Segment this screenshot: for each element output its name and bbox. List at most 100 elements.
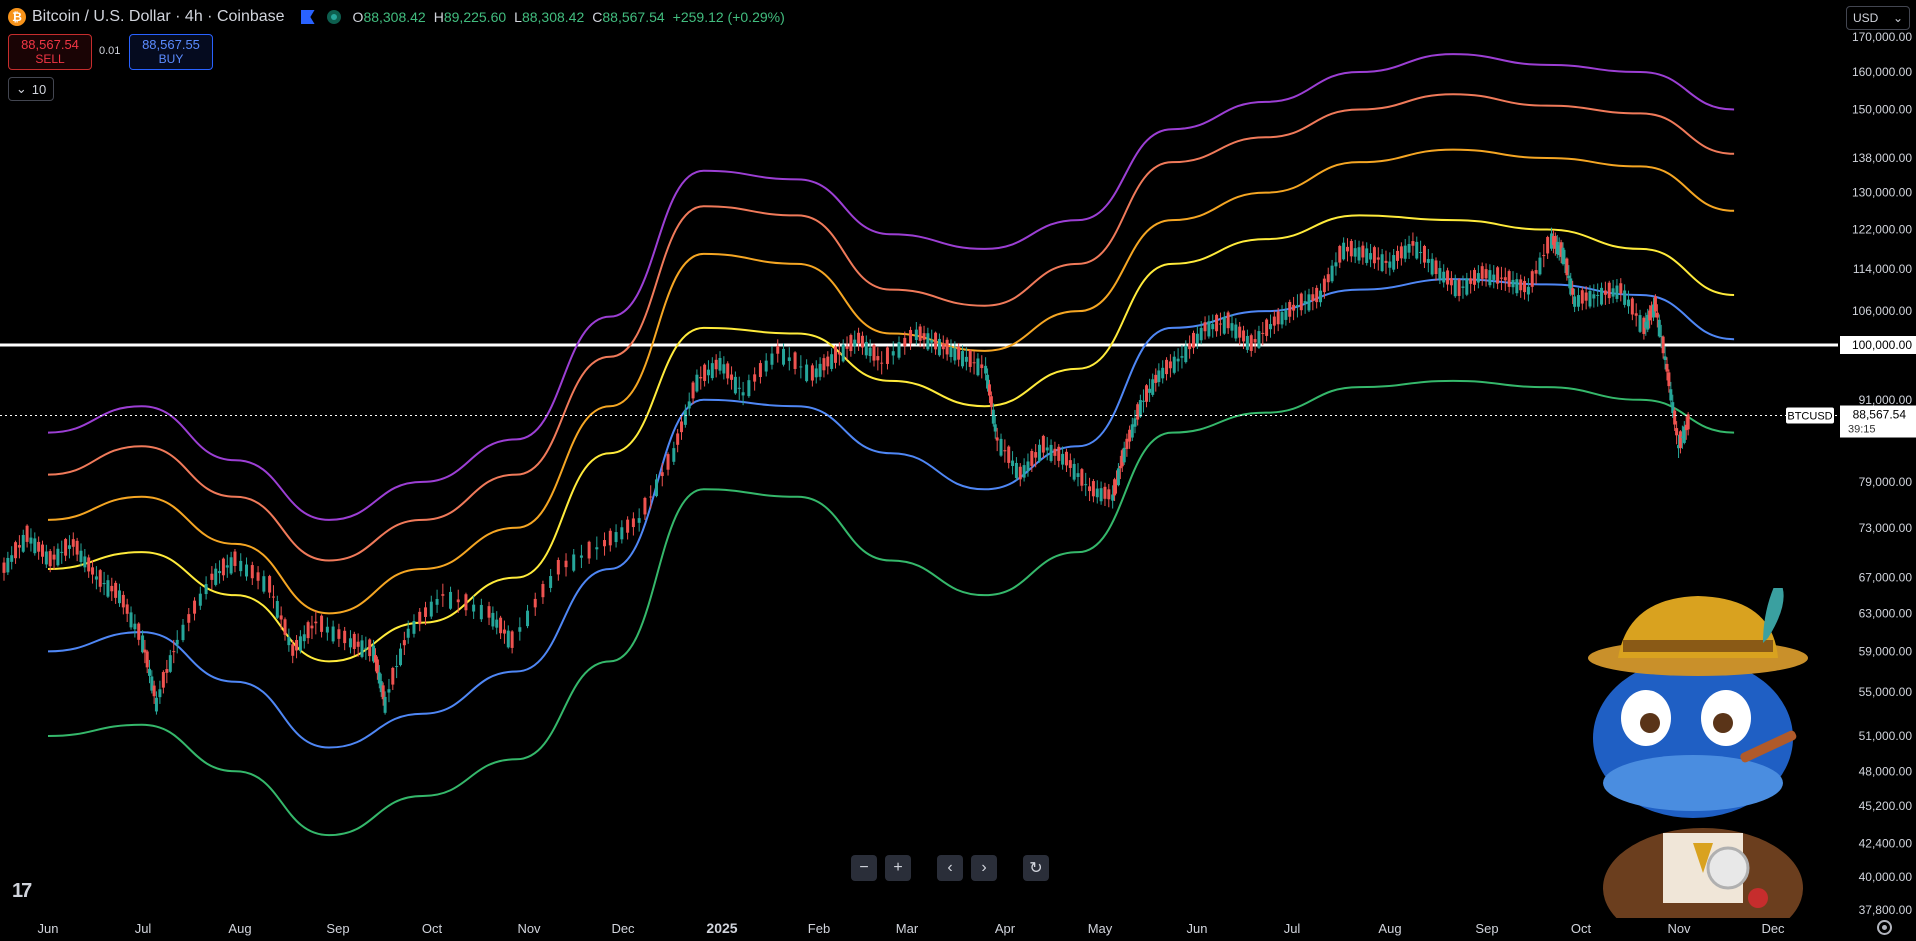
zoom-in-button[interactable]: +: [885, 855, 911, 881]
candle: [279, 615, 283, 620]
candle: [1222, 316, 1226, 334]
candle: [1549, 233, 1553, 249]
bitcoin-icon: ₿: [8, 8, 26, 26]
candle: [221, 558, 225, 576]
candle: [1176, 358, 1180, 362]
candle: [1215, 314, 1219, 332]
flag-icon[interactable]: [300, 10, 315, 24]
candle: [880, 362, 884, 364]
candle: [1526, 286, 1530, 295]
candle: [722, 364, 726, 374]
candle: [1122, 447, 1126, 463]
low-label: L: [514, 9, 522, 25]
candle: [383, 696, 387, 713]
candle: [435, 599, 439, 605]
candle: [984, 365, 988, 374]
candle: [518, 627, 522, 632]
candle: [1165, 359, 1169, 375]
candle: [14, 542, 18, 559]
candle: [680, 421, 684, 433]
currency-select[interactable]: USD ⌄: [1846, 6, 1910, 30]
candle: [491, 612, 495, 627]
candle: [818, 363, 822, 377]
candle: [1372, 247, 1376, 264]
candle: [1203, 322, 1207, 332]
candle: [1488, 270, 1492, 286]
lots-dropdown[interactable]: ⌄ 10: [8, 77, 54, 101]
candle: [572, 554, 576, 571]
candle: [1557, 245, 1561, 256]
candle: [356, 641, 360, 647]
candle: [506, 630, 510, 648]
candle: [495, 619, 499, 628]
candle: [1657, 319, 1661, 337]
scroll-right-button[interactable]: ›: [971, 855, 997, 881]
time-axis-label: Nov: [1667, 921, 1691, 936]
currency-value: USD: [1853, 11, 1879, 25]
candle: [487, 606, 491, 618]
candle: [637, 518, 641, 523]
candle: [1111, 494, 1115, 501]
candle: [1646, 314, 1650, 330]
candle: [1369, 253, 1373, 260]
time-axis-label: Sep: [1475, 921, 1498, 936]
candle: [1245, 335, 1249, 350]
candle: [1030, 450, 1034, 466]
candle: [1415, 241, 1419, 259]
tradingview-logo[interactable]: 17: [12, 880, 32, 902]
candle: [1461, 286, 1465, 288]
candle: [1515, 279, 1519, 294]
candle: [1644, 321, 1648, 328]
candle: [429, 601, 433, 617]
candle: [849, 335, 853, 352]
symbol-tag: BTCUSD: [1787, 411, 1832, 423]
candle: [1103, 486, 1107, 499]
candle: [1038, 444, 1042, 462]
price-axis-label: 51,000.00: [1859, 729, 1913, 743]
candle: [1188, 343, 1192, 350]
zoom-out-button[interactable]: −: [851, 855, 877, 881]
buy-button[interactable]: 88,567.55 BUY: [129, 34, 213, 70]
candle: [1678, 431, 1682, 448]
candle: [1011, 460, 1015, 466]
candle: [1349, 240, 1353, 257]
symbol-header[interactable]: ₿ Bitcoin / U.S. Dollar · 4h · Coinbase …: [8, 6, 785, 28]
candle: [1145, 385, 1149, 402]
sell-button[interactable]: 88,567.54 SELL: [8, 34, 92, 70]
candle: [256, 572, 260, 581]
candle: [225, 565, 229, 568]
candle: [1061, 453, 1065, 465]
settings-icon[interactable]: [1877, 920, 1892, 935]
candle: [1396, 250, 1400, 261]
candle: [1682, 426, 1686, 443]
time-axis-label: Feb: [808, 921, 830, 936]
candle: [110, 585, 114, 592]
candle: [1596, 294, 1600, 296]
symbol-title[interactable]: Bitcoin / U.S. Dollar · 4h · Coinbase: [32, 8, 285, 25]
candle: [1573, 296, 1577, 307]
candle: [1049, 444, 1053, 461]
candle: [1151, 379, 1155, 395]
scroll-left-button[interactable]: ‹: [937, 855, 963, 881]
reset-chart-button[interactable]: ↻: [1023, 855, 1049, 881]
candle: [387, 689, 391, 693]
candle: [479, 604, 483, 620]
candle: [1091, 481, 1095, 497]
candle: [860, 335, 864, 348]
candle: [961, 351, 965, 367]
candle: [1484, 269, 1488, 279]
candle: [1480, 266, 1484, 279]
candle: [402, 640, 406, 646]
candle: [1130, 424, 1134, 438]
candle: [372, 645, 376, 662]
candle: [695, 374, 699, 392]
candle: [1561, 247, 1565, 265]
candle: [158, 689, 162, 698]
candle: [181, 624, 185, 641]
candle: [510, 631, 514, 648]
order-quantity[interactable]: 0.01: [99, 45, 121, 57]
candle: [666, 454, 670, 470]
market-status-icon: [326, 10, 341, 24]
candle: [1523, 280, 1527, 293]
